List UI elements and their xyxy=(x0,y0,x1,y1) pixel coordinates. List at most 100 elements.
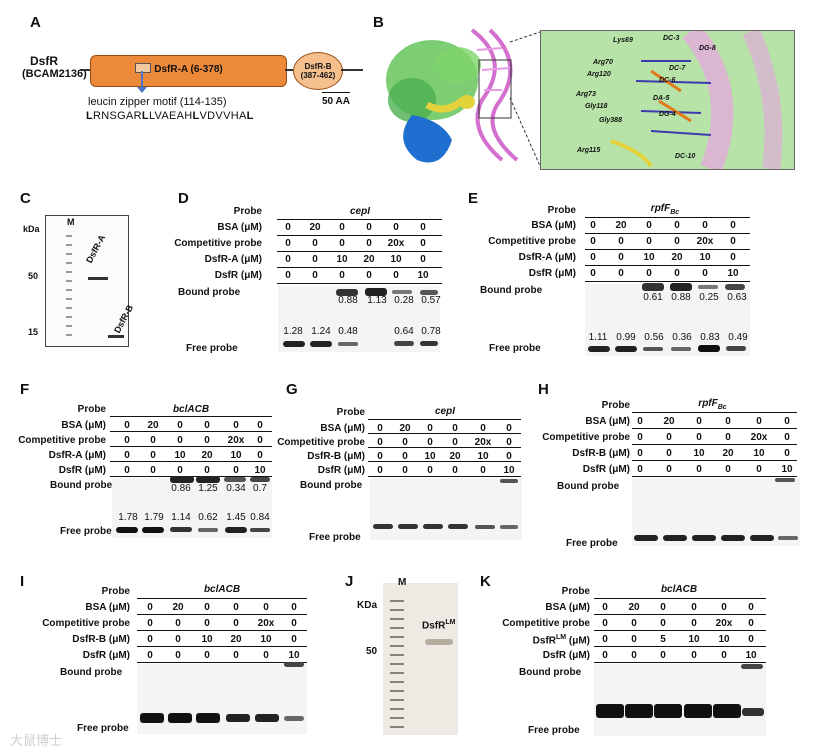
cell: 10 xyxy=(643,252,655,263)
free-band xyxy=(338,342,358,346)
cell: 20 xyxy=(399,423,411,434)
row-label-bsa: BSA (μM) xyxy=(531,220,576,231)
row-label-bsa: BSA (μM) xyxy=(217,222,262,233)
bound-band xyxy=(670,283,692,291)
cell: 0 xyxy=(402,465,408,476)
cell: 0 xyxy=(691,650,697,661)
cell: 0 xyxy=(631,618,637,629)
cell: 20x xyxy=(750,432,768,443)
cell: 10 xyxy=(288,650,300,661)
domain-linker-mid xyxy=(285,69,293,71)
cell: 0 xyxy=(393,222,399,233)
cell: 0 xyxy=(637,416,643,427)
free-band xyxy=(226,714,250,722)
probe-name: bclACB xyxy=(660,584,698,595)
free-band xyxy=(643,347,663,351)
cell: 0 xyxy=(666,432,672,443)
panel-label-c: C xyxy=(20,190,31,207)
cell: 0 xyxy=(452,423,458,434)
row-label-free: Free probe xyxy=(489,343,541,354)
bound-ratio: 1.25 xyxy=(198,483,218,494)
cell: 0 xyxy=(637,448,643,459)
free-band xyxy=(394,341,414,346)
row-label-protein: DsfR-B (μM) xyxy=(572,448,630,459)
cell: 20x xyxy=(387,238,405,249)
cell: 0 xyxy=(696,416,702,427)
cell: 10 xyxy=(718,634,730,645)
cell: 0 xyxy=(674,220,680,231)
scale-bar xyxy=(322,92,350,93)
residue-label: Arg115 xyxy=(577,147,601,154)
domain-a-label: DsfR-A (6-378) xyxy=(154,64,223,75)
bound-ratio: 0.57 xyxy=(421,295,441,306)
nucleotide-label: DC-6 xyxy=(659,77,676,84)
row-label-probe: Probe xyxy=(336,407,365,418)
panel-label-e: E xyxy=(468,190,479,207)
divider xyxy=(277,251,442,252)
domain-a-box: DsfR-A (6-378) xyxy=(90,55,287,87)
cell: 0 xyxy=(721,650,727,661)
cell: 0 xyxy=(312,270,318,281)
divider xyxy=(277,283,442,284)
bound-ratio: 0.25 xyxy=(699,292,719,303)
row-label-protein: DsfR-B (μM) xyxy=(72,634,130,645)
divider xyxy=(137,598,307,599)
cell: 0 xyxy=(637,432,643,443)
cell: 0 xyxy=(366,222,372,233)
cell: 0 xyxy=(233,618,239,629)
bound-ratio: 0.88 xyxy=(338,295,358,306)
cell: 0 xyxy=(590,236,596,247)
cell: 0 xyxy=(506,451,512,462)
cell: 0 xyxy=(204,602,210,613)
free-band xyxy=(654,704,682,718)
bound-band xyxy=(196,476,220,483)
gel-image xyxy=(632,478,800,546)
divider xyxy=(632,412,797,413)
row-label-free: Free probe xyxy=(566,538,618,549)
free-band xyxy=(698,345,720,352)
free-band xyxy=(142,527,164,533)
divider xyxy=(632,460,797,461)
bound-ratio: 0.61 xyxy=(643,292,663,303)
free-band xyxy=(116,527,138,533)
panel-label-a: A xyxy=(30,14,41,31)
cell: 0 xyxy=(631,634,637,645)
bound-ratio: 1.13 xyxy=(367,295,387,306)
free-ratio: 1.78 xyxy=(118,512,138,523)
row-label-dsfr: DsfR (μM) xyxy=(528,268,576,279)
sds-page-gel-j xyxy=(383,583,458,735)
free-band xyxy=(284,716,304,721)
cell: 10 xyxy=(260,634,272,645)
free-band xyxy=(448,524,468,529)
cell: 0 xyxy=(339,238,345,249)
row-label-bsa: BSA (μM) xyxy=(545,602,590,613)
row-label-dsfr: DsfR (μM) xyxy=(317,465,365,476)
divider xyxy=(137,646,307,647)
protein-name: DsfR xyxy=(30,54,59,68)
row-label-bound: Bound probe xyxy=(557,481,620,492)
domain-linker-right xyxy=(341,69,363,71)
row-label-free: Free probe xyxy=(528,725,580,736)
row-label-competitive: Competitive probe xyxy=(277,437,365,448)
divider xyxy=(368,476,521,477)
divider xyxy=(585,265,750,266)
row-label-protein: DsfR-B (μM) xyxy=(307,451,365,462)
bound-band xyxy=(170,476,194,483)
cell: 10 xyxy=(477,451,489,462)
nucleotide-label: DA-5 xyxy=(653,95,670,102)
marker-label: M xyxy=(398,577,407,588)
free-band xyxy=(778,536,798,540)
free-band xyxy=(713,704,741,718)
free-band xyxy=(198,528,218,532)
cell: 0 xyxy=(784,448,790,459)
cell: 0 xyxy=(147,650,153,661)
row-label-bound: Bound probe xyxy=(300,480,363,491)
divider xyxy=(368,433,521,434)
cell: 0 xyxy=(377,451,383,462)
cell: 0 xyxy=(402,437,408,448)
cell: 0 xyxy=(702,268,708,279)
probe-name: bclACB xyxy=(203,584,241,595)
cell: 20 xyxy=(309,222,321,233)
row-label-probe: Probe xyxy=(77,404,106,415)
divider xyxy=(594,630,766,631)
